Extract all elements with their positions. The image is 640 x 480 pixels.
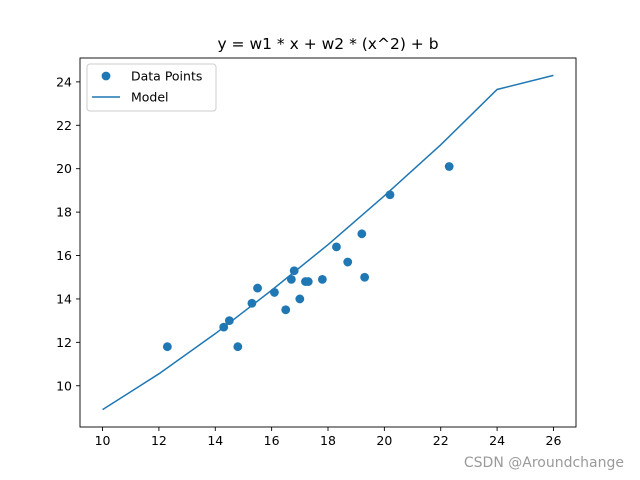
- axes-frame: [79, 57, 577, 428]
- data-point: [281, 305, 291, 315]
- data-point: [360, 272, 370, 282]
- legend-label: Data Points: [131, 69, 202, 84]
- data-point: [357, 229, 367, 239]
- x-tick-label: 24: [489, 433, 505, 448]
- data-point: [162, 342, 172, 352]
- chart-title: y = w1 * x + w2 * (x^2) + b: [217, 35, 438, 53]
- x-tick-label: 18: [320, 433, 336, 448]
- x-tick-label: 26: [546, 433, 562, 448]
- y-tick-label: 18: [56, 205, 72, 220]
- data-point: [332, 242, 341, 252]
- data-point: [343, 257, 353, 267]
- x-tick-label: 12: [151, 433, 167, 448]
- y-tick-label: 22: [56, 118, 72, 133]
- y-tick-label: 16: [56, 248, 72, 263]
- data-point: [444, 162, 454, 171]
- data-point: [270, 288, 279, 297]
- model-line: [102, 74, 554, 411]
- legend-label: Model: [131, 90, 169, 105]
- data-point: [295, 294, 305, 304]
- data-point: [219, 322, 229, 332]
- x-tick-label: 16: [264, 433, 280, 448]
- data-point: [224, 316, 234, 326]
- x-tick-label: 14: [207, 433, 223, 448]
- watermark: CSDN @Aroundchange: [464, 455, 624, 471]
- data-point: [286, 275, 296, 284]
- y-tick-label: 10: [56, 378, 72, 393]
- data-point: [317, 275, 327, 284]
- y-tick-label: 14: [56, 291, 72, 306]
- x-tick-label: 22: [433, 433, 449, 448]
- y-tick-label: 20: [56, 161, 72, 176]
- legend-marker-data-points: [101, 71, 111, 81]
- data-point: [303, 277, 313, 286]
- y-tick-label: 24: [56, 74, 72, 89]
- y-tick-label: 12: [56, 335, 72, 350]
- legend-box: [86, 63, 217, 112]
- data-point: [289, 266, 299, 276]
- data-point: [233, 342, 243, 352]
- data-point: [247, 298, 257, 308]
- data-point: [385, 190, 395, 200]
- data-point: [253, 283, 262, 293]
- x-tick-label: 20: [376, 433, 392, 448]
- x-tick-label: 10: [95, 433, 111, 448]
